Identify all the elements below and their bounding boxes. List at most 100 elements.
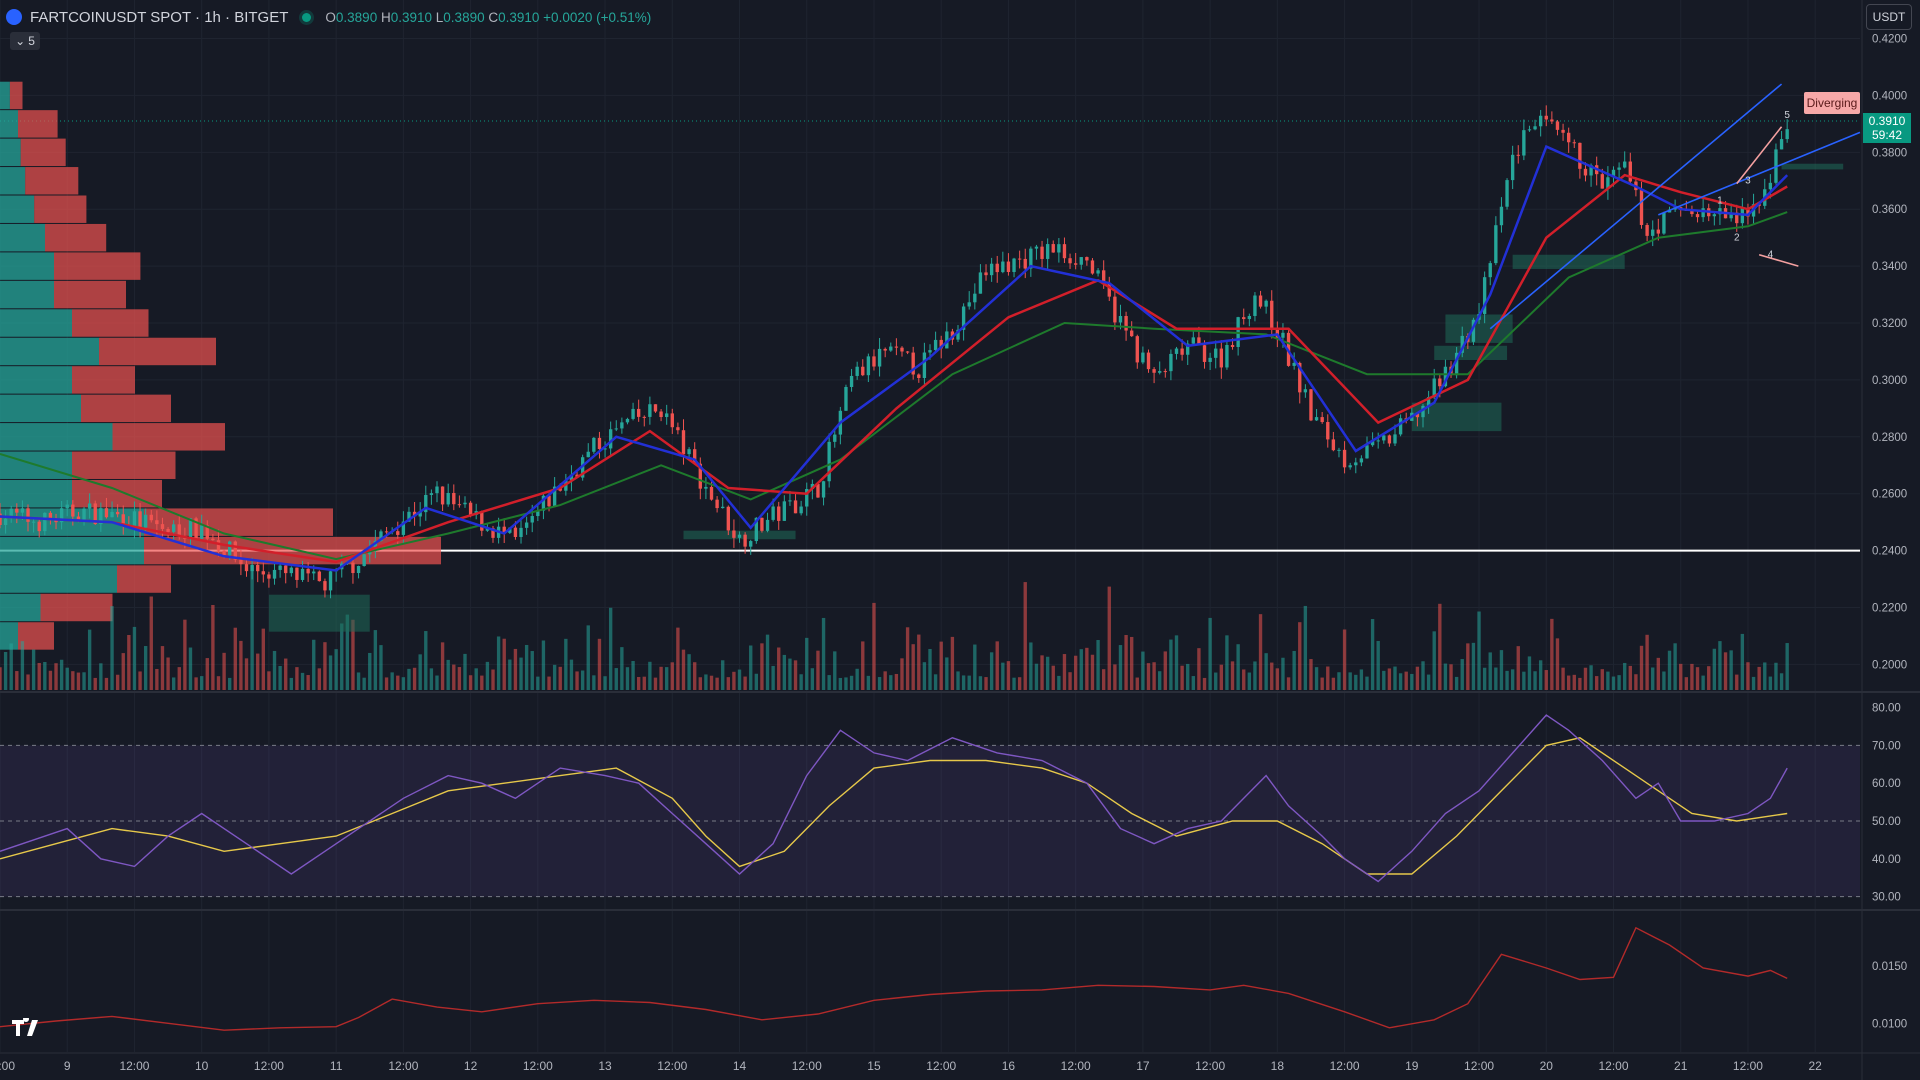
volume-bar <box>1314 667 1319 690</box>
volume-bar <box>1180 665 1184 690</box>
candle-body <box>1079 257 1083 265</box>
volume-profile-buy <box>0 565 117 593</box>
candle-body <box>939 339 943 349</box>
volume-bar <box>872 602 876 690</box>
symbol-logo-icon[interactable] <box>6 9 22 25</box>
volume-bar <box>530 651 534 690</box>
candle-body <box>1073 263 1078 265</box>
volume-bar <box>485 661 490 690</box>
time-tick-label: 9 <box>64 1059 71 1073</box>
symbol-title[interactable]: FARTCOINUSDT SPOT · 1h · BITGET <box>30 8 289 26</box>
candle-body <box>709 486 714 500</box>
candle-body <box>1589 165 1593 176</box>
candle-body <box>905 351 910 353</box>
candle-body <box>642 416 646 418</box>
volume-bar <box>256 653 260 690</box>
candle-body <box>188 518 193 539</box>
volume-bar <box>1382 670 1386 690</box>
candle-body <box>917 374 921 378</box>
candle-body <box>143 514 148 528</box>
volume-bar <box>368 652 372 690</box>
trendline <box>1758 253 1799 267</box>
volume-bar <box>1365 676 1369 690</box>
ema-mid-line <box>0 173 1788 564</box>
candle-body <box>222 550 226 556</box>
volume-profile-sell <box>34 195 87 223</box>
volume-bar <box>1460 659 1464 690</box>
volume-profile-sell <box>117 565 171 593</box>
candle-body <box>586 451 590 458</box>
volume-bar <box>928 648 932 690</box>
price-tick-label: 70.00 <box>1872 740 1901 752</box>
candle-body <box>1107 284 1111 297</box>
candle-body <box>99 508 103 525</box>
market-status-icon <box>302 12 312 22</box>
candle-body <box>961 306 966 330</box>
volume-bar <box>586 625 590 690</box>
price-tick-label: 0.3800 <box>1872 147 1907 159</box>
volume-bar <box>1533 671 1537 690</box>
candle-body <box>200 525 204 539</box>
price-tick-label: 0.2000 <box>1872 659 1907 671</box>
volume-bar <box>1538 660 1543 690</box>
volume-profile-sell <box>72 451 176 479</box>
candle-body <box>636 408 641 417</box>
candle-body <box>569 474 574 481</box>
candle-body <box>715 499 719 509</box>
candle-body <box>3 518 8 525</box>
candle-body <box>407 511 411 522</box>
candle-body <box>608 429 613 449</box>
volume-bar <box>883 671 887 690</box>
volume-bar <box>1214 672 1218 690</box>
indicator-collapse-button[interactable]: ⌄ 5 <box>10 32 40 50</box>
tradingview-logo-icon[interactable] <box>10 1018 46 1038</box>
candle-body <box>1701 208 1705 218</box>
time-tick-label: 22 <box>1809 1059 1823 1073</box>
candle-body <box>1270 300 1274 330</box>
time-tick-label: 12:00 <box>0 1059 15 1073</box>
candle-body <box>1130 330 1134 337</box>
candle-body <box>160 524 165 529</box>
currency-selector[interactable]: USDT <box>1866 4 1912 30</box>
volume-bar <box>1101 669 1106 690</box>
candle-body <box>995 263 999 273</box>
volume-bar <box>138 671 142 690</box>
volume-bar <box>1029 642 1033 690</box>
candle-body <box>435 486 439 494</box>
candle-body <box>1617 167 1621 170</box>
volume-bar <box>900 658 904 690</box>
volume-bar <box>995 641 999 690</box>
candle-body <box>1600 174 1604 189</box>
volume-bar <box>1707 666 1711 690</box>
candle-body <box>620 422 624 429</box>
candle-body <box>1359 458 1364 463</box>
volume-bar <box>1225 635 1229 690</box>
volume-bar <box>827 675 831 690</box>
volume-bar <box>1303 605 1308 690</box>
volume-bar <box>143 646 148 690</box>
volume-bar <box>833 651 837 690</box>
volume-bar <box>653 677 658 690</box>
candle-body <box>653 404 658 412</box>
volume-bar <box>1264 653 1268 690</box>
volume-bar <box>1130 636 1134 690</box>
volume-bar <box>1393 666 1397 690</box>
candle-body <box>698 463 702 489</box>
diverging-label: Diverging <box>1804 92 1860 114</box>
candle-body <box>519 527 523 537</box>
candle-body <box>373 540 378 550</box>
candle-body <box>1012 258 1016 273</box>
volume-bar <box>1718 641 1722 690</box>
candle-body <box>37 521 41 532</box>
volume-bar <box>580 670 585 690</box>
volume-bar <box>709 675 714 690</box>
candle-body <box>777 506 781 521</box>
volume-bar <box>496 636 501 690</box>
candle-body <box>810 483 815 489</box>
candle-body <box>788 500 792 502</box>
candle-body <box>20 508 25 513</box>
candle-body <box>665 413 669 418</box>
volume-bar <box>115 674 120 690</box>
candle-body <box>1320 417 1324 423</box>
